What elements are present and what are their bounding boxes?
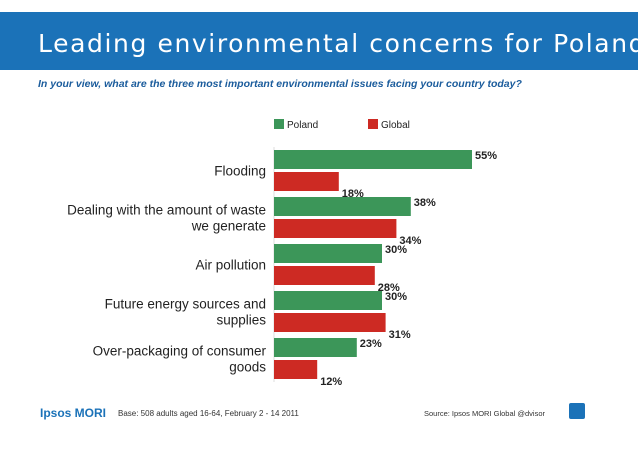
legend-swatch-poland	[274, 119, 284, 129]
category-label: Flooding	[214, 164, 266, 179]
category-label: we generate	[191, 219, 266, 234]
category-label: Dealing with the amount of waste	[67, 203, 266, 218]
ipsos-mori-logo: Ipsos MORI	[40, 406, 107, 420]
data-label-global: 28%	[378, 282, 400, 294]
data-label-global: 12%	[320, 376, 342, 388]
data-label-poland: 55%	[475, 150, 497, 162]
legend-label-global: Global	[381, 120, 410, 131]
bar-global	[274, 313, 386, 332]
bar-poland	[274, 291, 382, 310]
page-title: Leading environmental concerns for Polan…	[38, 29, 638, 58]
data-label-poland: 30%	[385, 291, 407, 303]
ipsos-logo-icon	[569, 403, 585, 419]
data-label-global: 31%	[389, 329, 411, 341]
category-label: supplies	[216, 313, 266, 328]
data-label-global: 34%	[399, 235, 421, 247]
bar-global	[274, 219, 397, 238]
title-bar: Leading environmental concerns for Polan…	[0, 12, 638, 70]
bar-global	[274, 360, 318, 379]
bar-poland	[274, 197, 411, 216]
category-label: Future energy sources and	[105, 297, 266, 312]
legend-label-poland: Poland	[287, 120, 318, 131]
base-note: Base: 508 adults aged 16-64, February 2 …	[118, 409, 299, 418]
legend-swatch-global	[368, 119, 378, 129]
bar-poland	[274, 150, 472, 169]
bar-global	[274, 266, 375, 285]
bar-global	[274, 172, 339, 191]
data-label-poland: 23%	[360, 338, 382, 350]
category-label: Air pollution	[195, 258, 266, 273]
category-label: Over-packaging of consumer	[93, 344, 267, 359]
chart-subtitle: In your view, what are the three most im…	[38, 78, 522, 90]
data-label-poland: 38%	[414, 197, 436, 209]
category-label: goods	[229, 360, 266, 375]
data-label-poland: 30%	[385, 244, 407, 256]
bar-poland	[274, 244, 382, 263]
bar-poland	[274, 338, 357, 357]
source-note: Source: Ipsos MORI Global @dvisor	[424, 409, 545, 418]
